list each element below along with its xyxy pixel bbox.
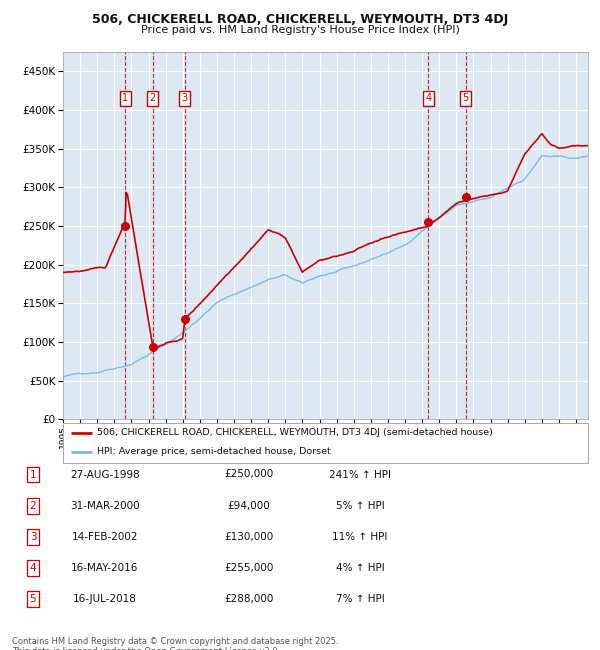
Text: HPI: Average price, semi-detached house, Dorset: HPI: Average price, semi-detached house,… [97,447,331,456]
Text: 506, CHICKERELL ROAD, CHICKERELL, WEYMOUTH, DT3 4DJ: 506, CHICKERELL ROAD, CHICKERELL, WEYMOU… [92,13,508,26]
Text: 241% ↑ HPI: 241% ↑ HPI [329,469,391,480]
Text: 16-MAY-2016: 16-MAY-2016 [71,563,139,573]
Text: 506, CHICKERELL ROAD, CHICKERELL, WEYMOUTH, DT3 4DJ (semi-detached house): 506, CHICKERELL ROAD, CHICKERELL, WEYMOU… [97,428,493,437]
Text: 5: 5 [29,594,37,604]
Text: £130,000: £130,000 [224,532,274,542]
Text: 4: 4 [425,94,431,103]
Text: 1: 1 [29,469,37,480]
Text: £288,000: £288,000 [224,594,274,604]
Text: £255,000: £255,000 [224,563,274,573]
Text: 4: 4 [29,563,37,573]
Text: 16-JUL-2018: 16-JUL-2018 [73,594,137,604]
Text: 27-AUG-1998: 27-AUG-1998 [70,469,140,480]
Text: Contains HM Land Registry data © Crown copyright and database right 2025.
This d: Contains HM Land Registry data © Crown c… [12,637,338,650]
Text: 4% ↑ HPI: 4% ↑ HPI [335,563,385,573]
Text: 2: 2 [149,94,156,103]
Text: 31-MAR-2000: 31-MAR-2000 [70,500,140,511]
Text: 3: 3 [182,94,188,103]
Text: 3: 3 [29,532,37,542]
Text: £250,000: £250,000 [224,469,274,480]
Text: 2: 2 [29,500,37,511]
Text: £94,000: £94,000 [227,500,271,511]
Text: 7% ↑ HPI: 7% ↑ HPI [335,594,385,604]
Text: 1: 1 [122,94,128,103]
Text: 5% ↑ HPI: 5% ↑ HPI [335,500,385,511]
Text: Price paid vs. HM Land Registry's House Price Index (HPI): Price paid vs. HM Land Registry's House … [140,25,460,34]
Text: 14-FEB-2002: 14-FEB-2002 [72,532,138,542]
Text: 11% ↑ HPI: 11% ↑ HPI [332,532,388,542]
Text: 5: 5 [463,94,469,103]
